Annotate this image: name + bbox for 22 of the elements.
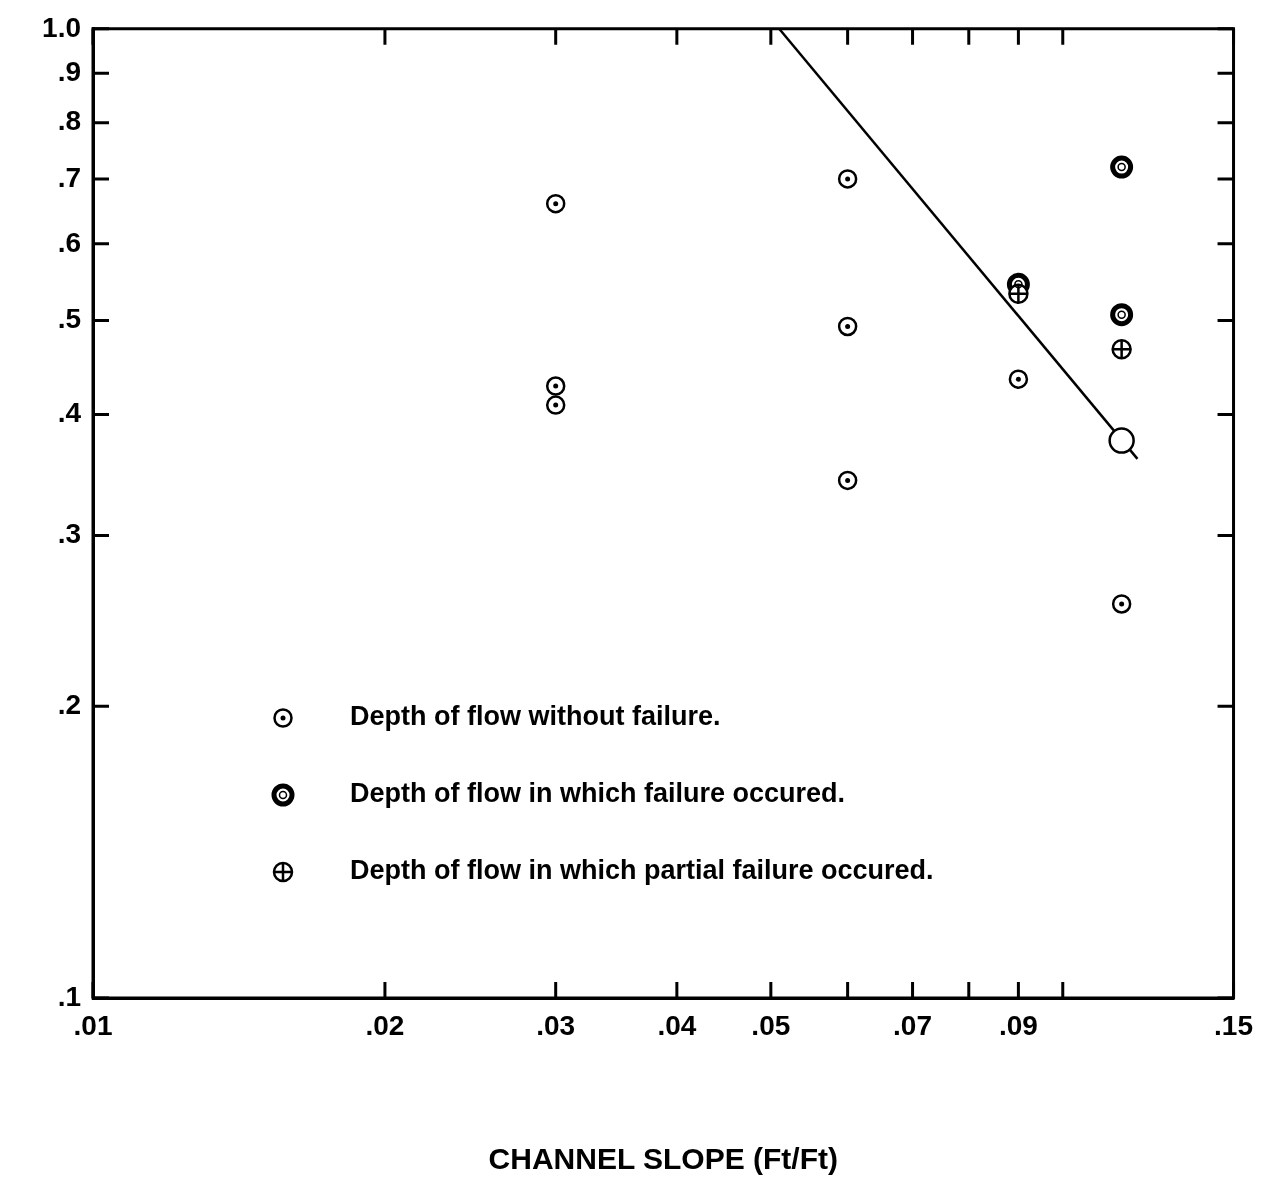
y-tick-label: .2	[57, 688, 81, 720]
y-tick-label: .6	[57, 226, 81, 258]
x-tick-label: .15	[1214, 1009, 1254, 1041]
x-tick-label: .01	[73, 1009, 113, 1041]
legend-label: Depth of flow in which failure occured.	[350, 778, 846, 809]
y-tick-label: .8	[57, 105, 81, 137]
y-tick-label: .1	[57, 980, 81, 1012]
y-tick-label: .9	[57, 55, 81, 87]
legend-label: Depth of flow in which partial failure occured.	[350, 855, 934, 886]
x-tick-label: .07	[893, 1009, 933, 1041]
x-tick-label: .02	[365, 1009, 405, 1041]
y-tick-label: .5	[57, 303, 81, 335]
x-tick-label: .09	[998, 1009, 1038, 1041]
y-tick-label: .3	[57, 518, 81, 550]
x-tick-label: .03	[536, 1009, 576, 1041]
y-tick-label: .7	[57, 161, 81, 193]
x-tick-label: .05	[751, 1009, 791, 1041]
x-tick-label: .04	[657, 1009, 697, 1041]
y-tick-label: .4	[57, 397, 82, 429]
x-axis-title: CHANNEL SLOPE (Ft/Ft)	[488, 1142, 838, 1176]
y-tick-label: 1.0	[42, 11, 81, 43]
legend-label: Depth of flow without failure.	[350, 701, 721, 732]
